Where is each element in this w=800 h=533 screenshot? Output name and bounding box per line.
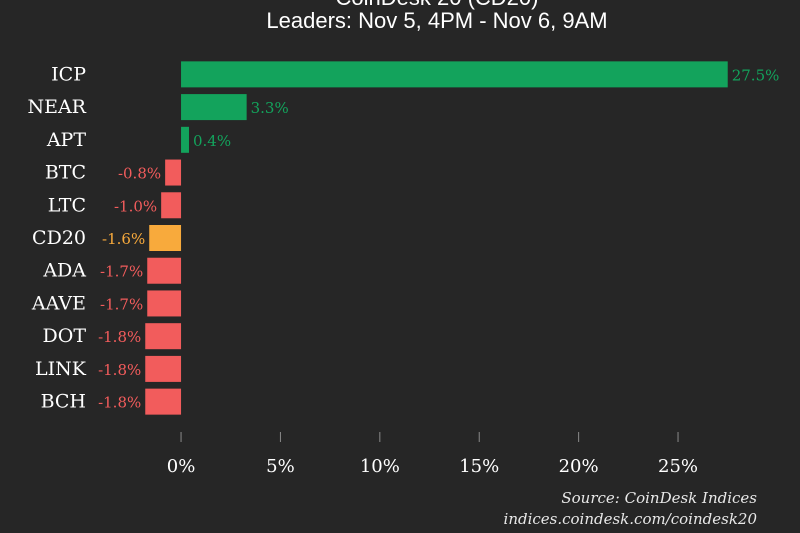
value-label: -1.7% bbox=[100, 295, 143, 313]
bar bbox=[147, 257, 182, 284]
y-tick-label: NEAR bbox=[27, 96, 86, 118]
source-url: indices.coindesk.com/coindesk20 bbox=[504, 510, 758, 528]
y-tick-label: LINK bbox=[35, 358, 87, 380]
x-tick-label: 25% bbox=[658, 456, 698, 477]
x-tick-label: 0% bbox=[167, 456, 196, 477]
value-label: 0.4% bbox=[193, 132, 231, 150]
y-tick-label: AAVE bbox=[31, 292, 86, 314]
chart-subtitle: Leaders: Nov 5, 4PM - Nov 6, 9AM bbox=[266, 8, 607, 33]
y-tick-label: APT bbox=[46, 129, 87, 151]
bar bbox=[145, 388, 182, 415]
y-tick-label: ICP bbox=[51, 63, 86, 85]
y-tick-label: LTC bbox=[48, 194, 86, 216]
value-label: -1.6% bbox=[102, 230, 145, 248]
value-label: -1.8% bbox=[98, 394, 141, 412]
value-label: -1.8% bbox=[98, 361, 141, 379]
bar bbox=[161, 192, 182, 219]
y-tick-label: BTC bbox=[45, 162, 86, 184]
value-label: -1.7% bbox=[100, 263, 143, 281]
y-tick-label: DOT bbox=[43, 325, 87, 347]
bar bbox=[149, 225, 182, 251]
y-tick-label: ADA bbox=[42, 260, 86, 282]
value-label: 3.3% bbox=[251, 99, 289, 117]
bar bbox=[145, 355, 182, 382]
chart-title: CoinDesk 20 (CD20) bbox=[336, 0, 539, 10]
bar bbox=[181, 126, 189, 153]
x-tick-label: 20% bbox=[559, 456, 599, 477]
bar bbox=[181, 94, 247, 121]
bar bbox=[165, 159, 182, 186]
value-label: 27.5% bbox=[732, 66, 780, 84]
x-tick-label: 15% bbox=[459, 456, 499, 477]
value-label: -1.8% bbox=[98, 328, 141, 346]
y-tick-label: BCH bbox=[41, 391, 86, 413]
bar bbox=[147, 290, 182, 317]
x-tick-label: 10% bbox=[360, 456, 400, 477]
bar bbox=[181, 61, 728, 88]
x-tick-label: 5% bbox=[266, 456, 295, 477]
source-note: Source: CoinDesk Indices bbox=[561, 489, 757, 507]
y-tick-label: CD20 bbox=[32, 227, 86, 249]
value-label: -1.0% bbox=[114, 197, 157, 215]
bar bbox=[145, 323, 182, 350]
value-label: -0.8% bbox=[118, 165, 161, 183]
